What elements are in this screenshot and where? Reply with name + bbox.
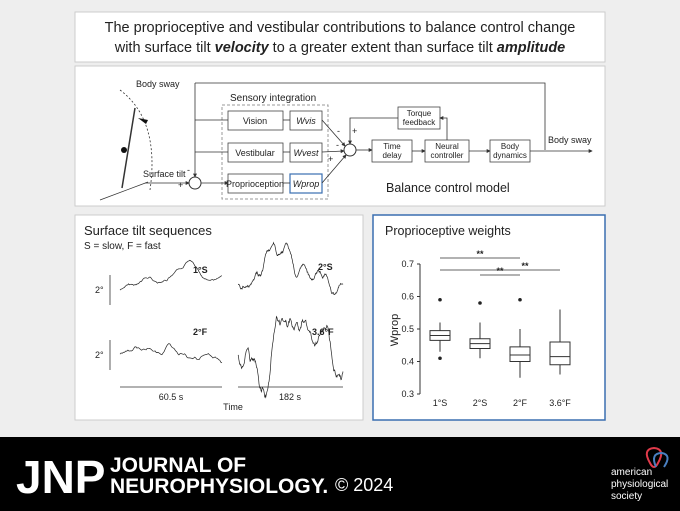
- title-line: with surface tilt velocity to a greater …: [114, 40, 566, 56]
- journal-abbr: JNP: [16, 451, 105, 503]
- sign: -: [337, 126, 340, 136]
- sig-label: **: [496, 266, 504, 276]
- footer: [0, 437, 680, 511]
- sign: +: [178, 180, 183, 190]
- box: [549, 341, 571, 366]
- duration: 60.5 s: [159, 392, 184, 402]
- outlier: [518, 297, 522, 302]
- caption: Balance control model: [386, 181, 510, 195]
- axis-label: Wprop: [389, 314, 401, 346]
- axis-label: Time: [223, 402, 243, 412]
- block: Torque: [407, 109, 432, 118]
- block: Wprop: [293, 179, 320, 189]
- y-tick-label: 0.7: [401, 259, 414, 269]
- logo: [653, 451, 669, 468]
- label: Body sway: [136, 79, 180, 89]
- block: Vision: [243, 116, 267, 126]
- trace: [237, 315, 344, 399]
- subtitle: S = slow, F = fast: [84, 241, 161, 252]
- sig-label: **: [476, 249, 484, 259]
- block: Time: [383, 142, 401, 151]
- title-panel: [74, 11, 606, 63]
- x-tick-label: 3.6°F: [549, 398, 571, 408]
- title-line: The proprioceptive and vestibular contri…: [105, 20, 576, 36]
- label: Sensory integration: [230, 93, 316, 104]
- block: Neural: [435, 142, 459, 151]
- block: Wvest: [293, 148, 319, 158]
- society: american: [611, 467, 652, 478]
- trace-label: 1°S: [193, 265, 208, 275]
- panel-title: Surface tilt sequences: [84, 223, 212, 238]
- y-tick-label: 0.6: [401, 292, 414, 302]
- scale-label: 2°: [95, 285, 104, 295]
- y-tick-label: 0.3: [401, 389, 414, 399]
- journal-name: NEUROPHYSIOLOGY.: [110, 475, 328, 498]
- trace: [238, 241, 344, 295]
- block: Wvis: [296, 116, 316, 126]
- x-tick-label: 1°S: [433, 398, 448, 408]
- panel-title: Proprioceptive weights: [385, 224, 511, 238]
- trace: [119, 259, 223, 291]
- weights-panel: Proprioceptive weights Wprop 0.3 0.4 0.5 0.…: [372, 214, 606, 421]
- block: Vestibular: [235, 148, 275, 158]
- trace-label: 2°F: [193, 327, 208, 337]
- sign: -: [336, 140, 339, 150]
- sign: -: [187, 165, 190, 175]
- sign: +: [352, 126, 357, 136]
- scale-label: 2°: [95, 350, 104, 360]
- x-tick-label: 2°S: [473, 398, 488, 408]
- title-part: with surface tilt: [114, 40, 215, 56]
- box: [509, 346, 531, 362]
- y-tick-label: 0.4: [401, 357, 414, 367]
- trace-label: 3.6°F: [312, 327, 334, 337]
- sequences-panel: Surface tilt sequences S = slow, F = fas…: [74, 214, 364, 421]
- outlier: [478, 301, 482, 305]
- model-panel: Body sway Sensory integration Vision Wvi…: [74, 65, 606, 207]
- block: dynamics: [493, 151, 527, 160]
- block: controller: [431, 151, 464, 160]
- block: Proprioception: [226, 179, 284, 189]
- block: feedback: [403, 118, 436, 127]
- title-emphasis: velocity: [215, 40, 270, 56]
- outlier: [438, 297, 442, 302]
- sig-label: **: [521, 261, 529, 271]
- year: © 2024: [335, 475, 393, 495]
- trace: [119, 343, 223, 364]
- label: Body sway: [548, 135, 592, 145]
- duration: 182 s: [279, 392, 302, 402]
- title-part: to a greater extent than surface tilt: [269, 40, 497, 56]
- outlier: [438, 356, 442, 361]
- label: Surface tilt: [143, 169, 186, 179]
- trace-label: 2°S: [318, 262, 333, 272]
- block: Body: [501, 142, 519, 151]
- y-tick-label: 0.5: [401, 324, 414, 334]
- x-tick-label: 2°F: [513, 398, 528, 408]
- title-emphasis: amplitude: [497, 40, 565, 56]
- sign: +: [328, 154, 333, 164]
- society: society: [611, 491, 642, 502]
- journal-name: JOURNAL OF: [110, 454, 246, 477]
- society: physiological: [611, 479, 668, 490]
- block: delay: [382, 151, 401, 160]
